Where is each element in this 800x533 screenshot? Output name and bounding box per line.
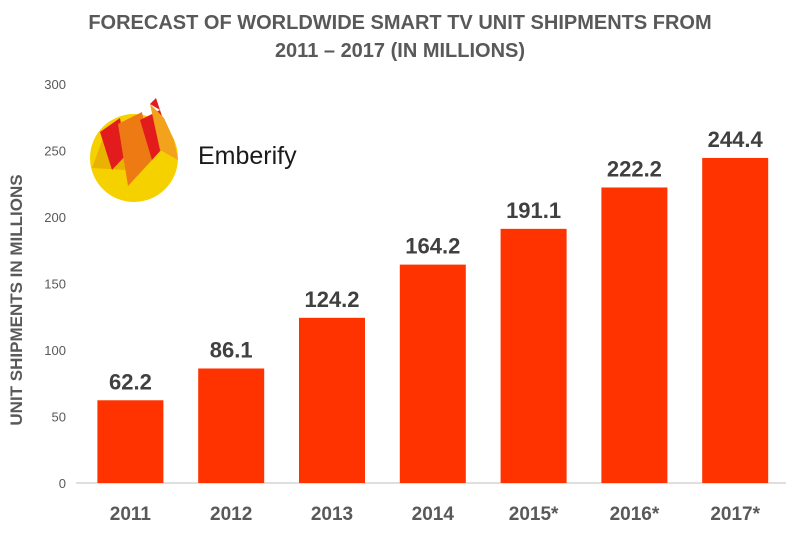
value-label: 62.2: [109, 369, 152, 394]
value-label: 244.4: [708, 127, 764, 152]
brand-name: Emberify: [198, 142, 297, 170]
value-labels-group: 62.2 86.1 124.2 164.2 191.1 222.2 244.4: [109, 127, 764, 394]
bar-2014: [399, 264, 466, 483]
bar-2016-forecast: [601, 187, 668, 483]
y-tick-label: 300: [44, 77, 66, 92]
category-label: 2015*: [509, 504, 559, 525]
bar-2011: [97, 400, 164, 483]
emberify-logo: Emberify: [90, 98, 297, 202]
y-tick-label: 250: [44, 144, 66, 159]
bars-group: [97, 157, 769, 483]
category-label: 2012: [210, 504, 252, 525]
category-label: 2011: [110, 504, 152, 525]
category-label: 2013: [311, 504, 353, 525]
category-label: 2014: [412, 504, 455, 525]
value-label: 86.1: [210, 337, 253, 362]
y-tick-label: 0: [59, 476, 66, 491]
value-label: 222.2: [607, 156, 662, 181]
y-tick-label: 50: [52, 410, 66, 425]
chart-title-line-1: FORECAST OF WORLDWIDE SMART TV UNIT SHIP…: [88, 12, 711, 34]
y-axis-label: UNIT SHIPMENTS IN MILLIONS: [7, 174, 26, 425]
y-tick-label: 100: [44, 343, 66, 358]
category-labels-group: 2011 2012 2013 2014 2015* 2016* 2017*: [110, 504, 761, 525]
flame-icon: [90, 98, 178, 202]
value-label: 164.2: [405, 234, 460, 259]
category-label: 2017*: [710, 504, 760, 525]
value-label: 124.2: [304, 287, 359, 312]
bar-2012: [198, 368, 265, 483]
y-tick-label: 150: [44, 277, 66, 292]
bar-2013: [299, 317, 365, 483]
y-tick-label: 200: [44, 210, 66, 225]
y-axis-ticks: 0 50 100 150 200 250 300: [44, 77, 66, 491]
chart-title-line-2: 2011 – 2017 (IN MILLIONS): [275, 40, 525, 62]
category-label: 2016*: [610, 504, 660, 525]
bar-2017-forecast: [702, 157, 769, 483]
bar-2015-forecast: [500, 228, 567, 483]
value-label: 191.1: [506, 198, 561, 223]
